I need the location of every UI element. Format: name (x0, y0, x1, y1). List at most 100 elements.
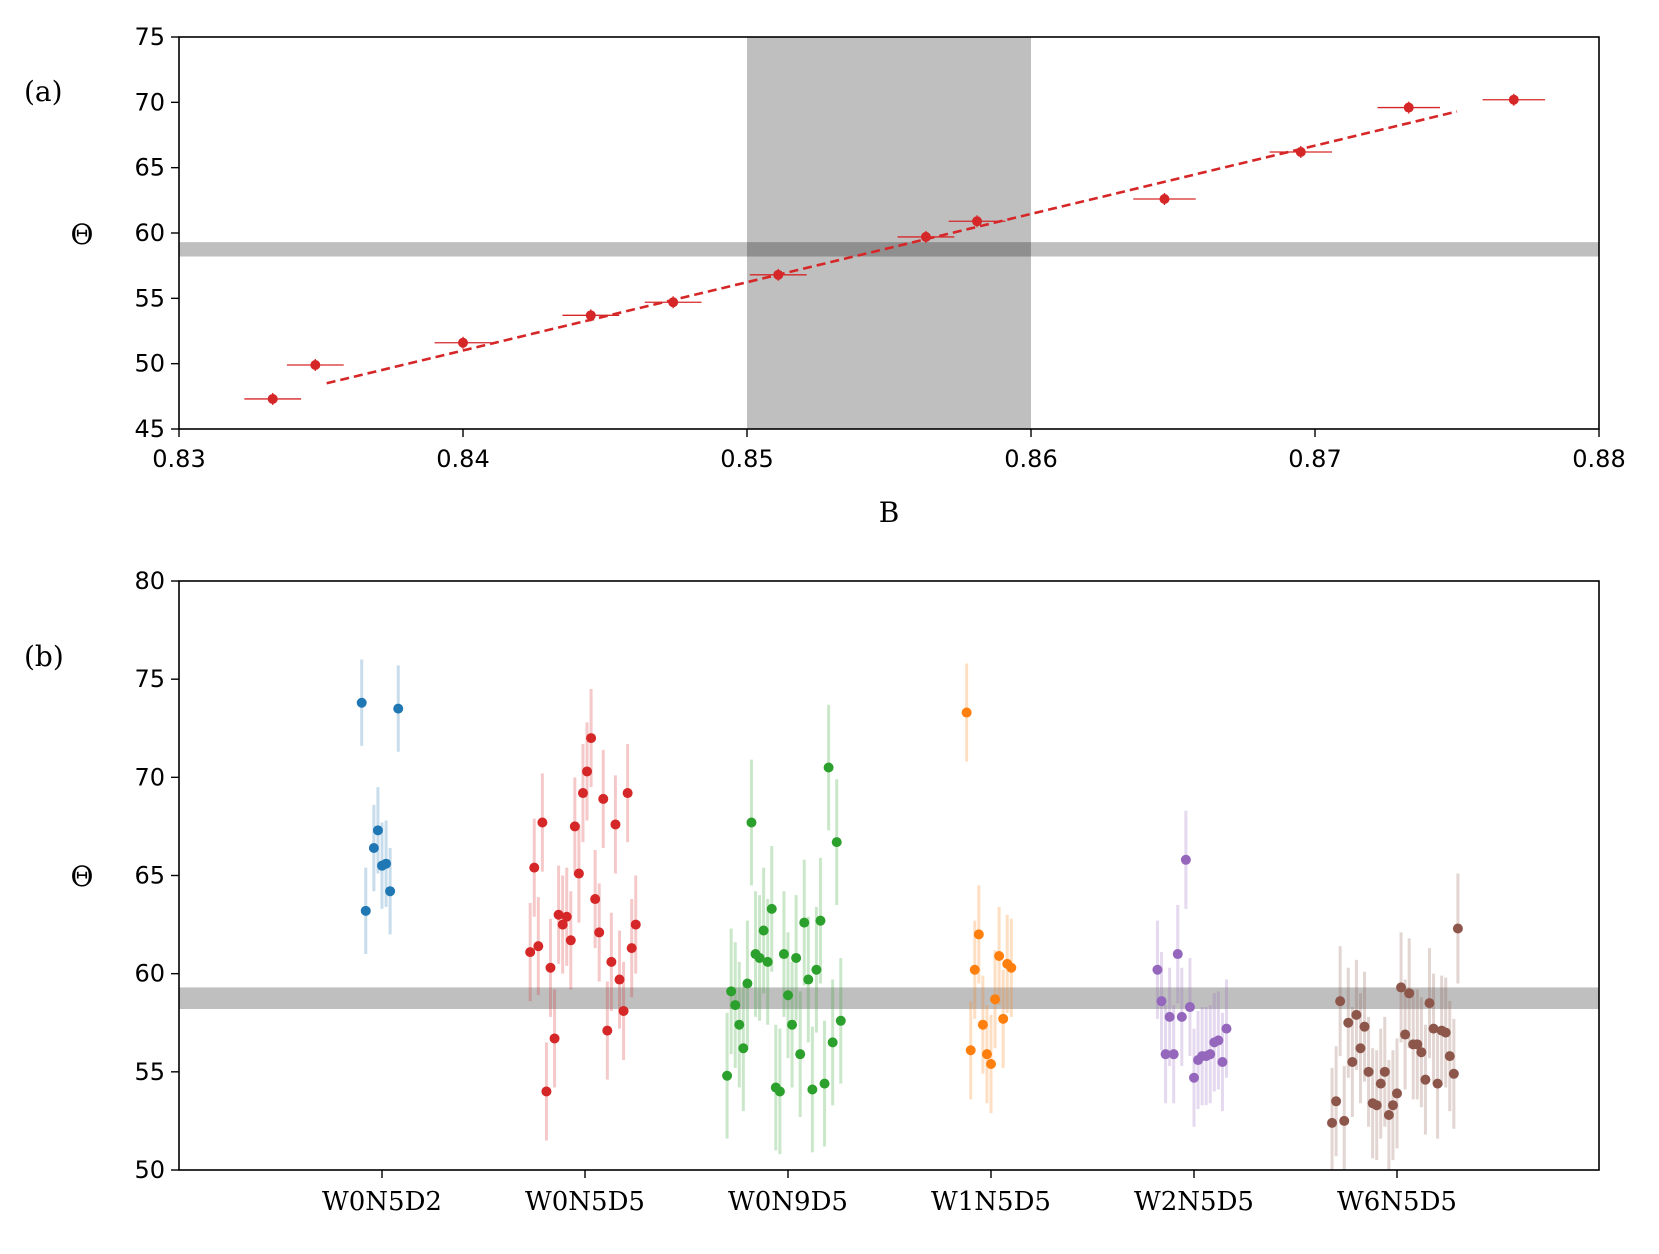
y-tick-label: 55 (134, 284, 165, 312)
data-marker (758, 925, 769, 936)
data-marker (1428, 1023, 1439, 1034)
data-marker (1184, 1002, 1195, 1013)
data-point (897, 230, 955, 243)
data-marker (1217, 1057, 1228, 1068)
data-marker (1343, 1017, 1354, 1028)
data-marker (1339, 1115, 1350, 1126)
data-marker (986, 1058, 996, 1069)
data-marker (1392, 1088, 1402, 1099)
data-marker (1359, 1021, 1370, 1032)
x-tick-label: 0.87 (1288, 445, 1341, 473)
chart-panel-b: W0N5D2 W0N5D5 W0N9D5 W1N5D5 W2N5D5 W6N5D5 50 5… (71, 567, 1600, 1217)
series-W0N9D5 (722, 704, 846, 1155)
data-marker (537, 817, 548, 828)
y-tick-label: 50 (134, 1156, 165, 1184)
data-marker (977, 1019, 988, 1030)
data-marker (981, 1049, 992, 1060)
data-marker (606, 956, 617, 967)
y-tick-label: 60 (134, 219, 165, 247)
data-point (1377, 101, 1440, 114)
data-marker (618, 1005, 629, 1016)
data-marker (310, 359, 321, 370)
data-marker (360, 905, 371, 916)
category-label: W0N5D2 (322, 1187, 442, 1217)
data-marker (811, 964, 822, 975)
data-marker (569, 821, 580, 832)
category-label: W6N5D5 (1337, 1187, 1457, 1217)
data-marker (1205, 1049, 1216, 1060)
data-marker (1168, 1049, 1179, 1060)
data-marker (626, 943, 637, 954)
data-marker (823, 762, 834, 773)
data-marker (630, 919, 641, 930)
data-marker (990, 994, 1001, 1005)
data-marker (746, 817, 757, 828)
data-marker (1508, 94, 1519, 105)
data-marker (1387, 1100, 1398, 1111)
data-marker (1347, 1057, 1358, 1068)
data-marker (969, 964, 980, 975)
y-axis-label-b: Θ (71, 860, 94, 893)
data-marker (762, 956, 773, 967)
data-marker (1396, 982, 1407, 993)
data-marker (1363, 1066, 1374, 1077)
data-marker (1335, 996, 1346, 1007)
series-W0N5D2 (356, 659, 404, 955)
category-label: W1N5D5 (931, 1187, 1051, 1217)
data-marker (738, 1043, 749, 1054)
data-marker (385, 886, 396, 897)
category-label: W0N9D5 (728, 1187, 848, 1217)
data-marker (1331, 1096, 1342, 1107)
y-tick-label: 65 (134, 862, 165, 890)
data-marker (573, 868, 584, 879)
data-marker (1440, 1027, 1451, 1038)
chart-panel-a: 0.83 0.84 0.85 0.86 0.87 0.88 45505560657075 … (71, 23, 1626, 529)
data-point (644, 296, 702, 309)
data-marker (734, 1019, 745, 1030)
y-tick-label: 80 (134, 567, 165, 595)
data-marker (1006, 962, 1017, 973)
data-marker (393, 703, 404, 714)
data-marker (754, 952, 765, 963)
data-marker (585, 310, 596, 321)
data-marker (577, 788, 588, 799)
data-marker (998, 1013, 1009, 1024)
data-marker (827, 1037, 838, 1048)
data-marker (1351, 1009, 1362, 1020)
data-marker (529, 862, 540, 873)
data-marker (766, 903, 777, 914)
data-marker (525, 947, 536, 958)
x-tick-label: 0.88 (1572, 445, 1625, 473)
y-tick-label: 70 (134, 88, 165, 116)
data-marker (815, 915, 826, 926)
data-marker (1189, 1072, 1199, 1083)
data-marker (1176, 1011, 1187, 1022)
y-tick-label: 50 (134, 350, 165, 378)
data-point (562, 309, 620, 322)
data-marker (541, 1086, 552, 1097)
data-marker (783, 990, 793, 1001)
data-marker (1432, 1078, 1443, 1089)
data-marker (372, 825, 383, 836)
x-tick-label: 0.86 (1004, 445, 1057, 473)
data-marker (1375, 1078, 1386, 1089)
data-marker (742, 978, 753, 989)
data-marker (1448, 1068, 1459, 1079)
data-marker (602, 1025, 613, 1036)
data-marker (1452, 923, 1463, 934)
data-marker (920, 231, 931, 242)
data-marker (1156, 996, 1167, 1007)
series-W0N5D5 (525, 688, 641, 1141)
data-marker (803, 974, 814, 985)
series-W6N5D5 (1327, 873, 1463, 1170)
data-marker (795, 1049, 806, 1060)
data-marker (1221, 1023, 1232, 1034)
y-tick-label: 65 (134, 154, 165, 182)
data-point (948, 215, 1006, 228)
data-marker (267, 393, 278, 404)
y-axis-label-a: Θ (71, 218, 94, 251)
data-marker (1379, 1066, 1390, 1077)
data-point (749, 268, 807, 281)
data-marker (561, 911, 572, 922)
